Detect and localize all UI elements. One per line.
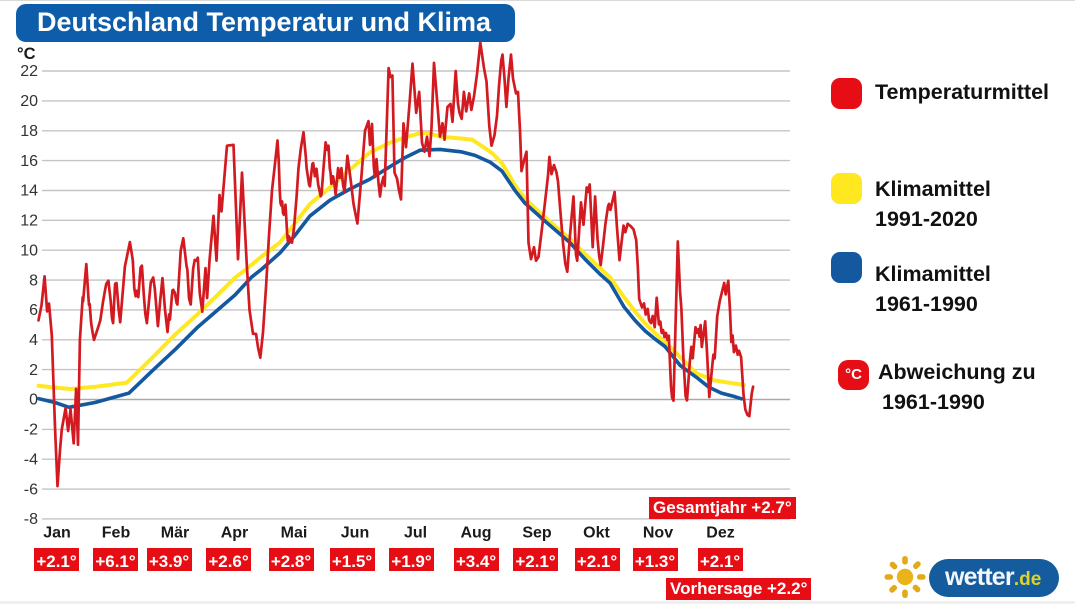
svg-text:Jul: Jul: [404, 525, 427, 542]
svg-text:Feb: Feb: [102, 525, 131, 542]
svg-text:Apr: Apr: [221, 525, 249, 542]
svg-text:Okt: Okt: [583, 525, 610, 542]
svg-text:Aug: Aug: [460, 525, 491, 542]
svg-text:16: 16: [20, 153, 38, 170]
svg-text:-4: -4: [24, 451, 38, 468]
svg-text:Dez: Dez: [706, 525, 734, 542]
svg-text:4: 4: [29, 332, 38, 349]
svg-text:Mär: Mär: [161, 525, 189, 542]
svg-text:-2: -2: [24, 422, 38, 439]
svg-text:Mai: Mai: [281, 525, 308, 542]
svg-text:6: 6: [29, 302, 38, 319]
svg-text:10: 10: [20, 242, 38, 259]
svg-text:Jan: Jan: [43, 525, 71, 542]
svg-text:12: 12: [20, 213, 38, 230]
svg-text:0: 0: [29, 392, 38, 409]
svg-text:22: 22: [20, 63, 38, 80]
svg-text:Sep: Sep: [522, 525, 552, 542]
svg-text:-6: -6: [24, 481, 38, 498]
svg-text:18: 18: [20, 123, 38, 140]
svg-text:2: 2: [29, 362, 38, 379]
svg-text:20: 20: [20, 93, 38, 110]
svg-text:8: 8: [29, 272, 38, 289]
svg-text:-8: -8: [24, 511, 38, 528]
svg-text:14: 14: [20, 183, 38, 200]
svg-text:Jun: Jun: [341, 525, 369, 542]
svg-text:Nov: Nov: [643, 525, 673, 542]
